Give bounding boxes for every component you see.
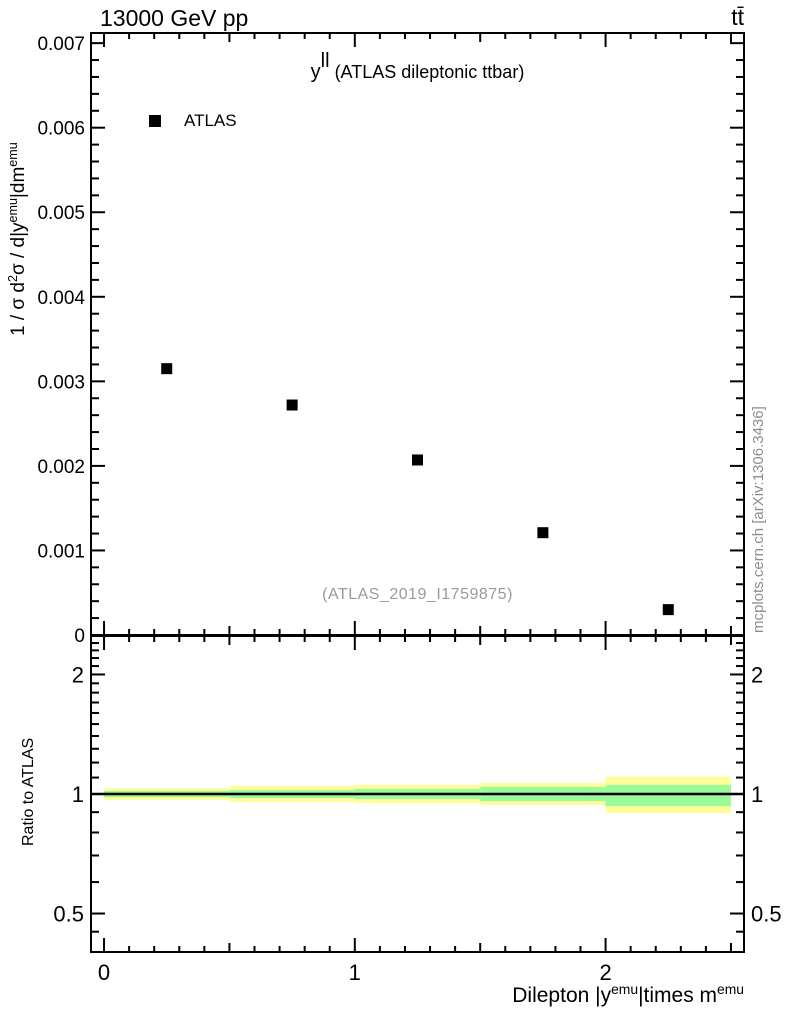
x-axis-label: Dilepton |yemu|times memu [512, 981, 744, 1007]
svg-text:0.006: 0.006 [37, 119, 85, 140]
svg-text:1: 1 [349, 960, 361, 985]
svg-text:2: 2 [72, 662, 84, 687]
svg-text:0.005: 0.005 [37, 203, 85, 224]
watermark: (ATLAS_2019_I1759875) [322, 586, 513, 603]
svg-text:0.007: 0.007 [37, 34, 85, 55]
svg-text:0: 0 [74, 626, 85, 647]
filled-square-marker-icon [149, 115, 161, 127]
svg-text:0.003: 0.003 [37, 372, 85, 393]
beam-energy-title: 13000 GeV pp [100, 5, 249, 31]
main-y-axis-label: 1 / σ d2σ / d|yemu|dmemu [6, 142, 29, 336]
plot-title: yll (ATLAS dileptonic ttbar) [91, 50, 744, 84]
plot-title-rest: (ATLAS dileptonic ttbar) [329, 62, 525, 82]
svg-text:0: 0 [98, 960, 110, 985]
svg-text:0.001: 0.001 [37, 541, 85, 562]
svg-text:0.5: 0.5 [53, 902, 84, 927]
plot-title-base: y [310, 61, 321, 83]
legend: ATLAS [149, 111, 237, 131]
svg-text:1: 1 [72, 782, 84, 807]
ratio-y-axis-label: Ratio to ATLAS [20, 737, 37, 846]
svg-text:0.004: 0.004 [37, 288, 85, 309]
plot-title-sup: ll [320, 50, 330, 72]
svg-text:0.5: 0.5 [751, 902, 782, 927]
side-note: mcplots.cern.ch [arXiv:1306.3436] [750, 406, 767, 633]
legend-label: ATLAS [184, 111, 237, 130]
svg-text:2: 2 [599, 960, 611, 985]
process-label: tt̄ [731, 4, 744, 30]
axis-tick-labels: 0 0.001 0.002 0.003 0.004 0.005 0.006 0.007 0 1 2 0… [37, 34, 781, 985]
series-ATLAS [161, 363, 674, 616]
svg-text:1: 1 [751, 782, 763, 807]
svg-text:0.002: 0.002 [37, 457, 85, 478]
axis-ticks [91, 33, 744, 952]
svg-text:2: 2 [751, 662, 763, 687]
